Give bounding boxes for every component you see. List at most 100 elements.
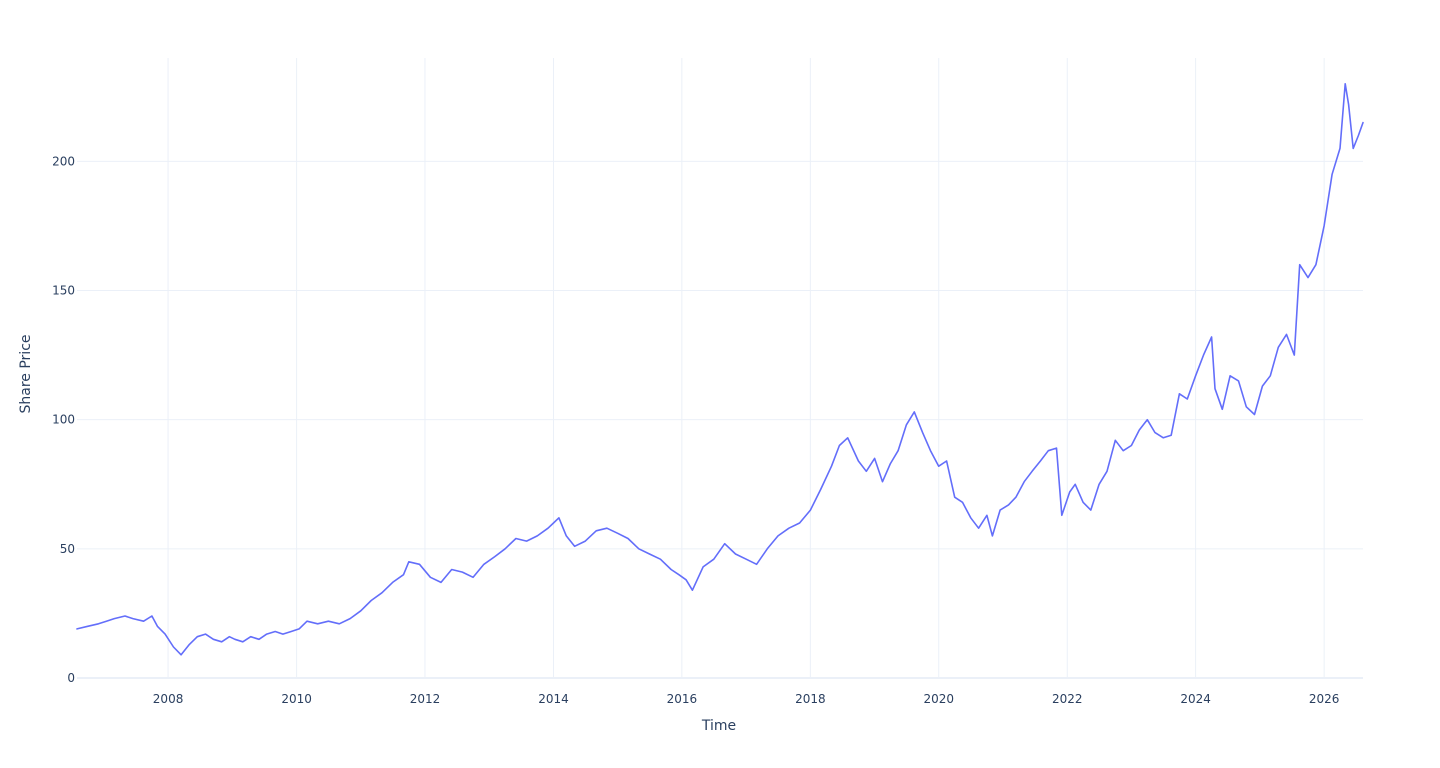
data-point[interactable]: 2019-08-15: 103 — [911, 409, 917, 415]
data-point[interactable]: 2021-06-15: 80 — [1029, 468, 1035, 474]
data-point[interactable]: 2013-12-01: 58 — [545, 525, 551, 531]
data-point[interactable]: 2024-10-15: 105 — [1243, 404, 1249, 410]
data-point[interactable]: 2021-11-01: 89 — [1054, 445, 1060, 451]
data-point[interactable]: 2024-02-15: 125 — [1201, 352, 1207, 358]
data-point[interactable]: 2013-02-01: 47 — [492, 554, 498, 560]
data-point[interactable]: 2022-01-15: 72 — [1067, 489, 1073, 495]
data-point[interactable]: 2016-03-01: 34 — [689, 587, 695, 593]
data-point[interactable]: 2010-07-01: 22 — [325, 618, 331, 624]
data-point[interactable]: 2020-02-15: 84 — [944, 458, 950, 464]
data-point[interactable]: 2021-03-15: 70 — [1013, 494, 1019, 500]
data-point[interactable]: 2010-01-15: 19 — [296, 626, 302, 632]
data-point[interactable]: 2011-01-01: 26 — [358, 608, 364, 614]
data-point[interactable]: 2025-11-15: 160 — [1313, 262, 1319, 268]
data-point[interactable]: 2016-07-01: 46 — [711, 556, 717, 562]
data-point[interactable]: 2008-06-15: 16 — [194, 634, 200, 640]
data-point[interactable]: 2012-12-01: 44 — [481, 561, 487, 567]
data-point[interactable]: 2006-12-01: 21 — [96, 621, 102, 627]
data-point[interactable]: 2026-08-10: 215 — [1360, 120, 1366, 126]
data-point[interactable]: 2023-04-01: 100 — [1144, 417, 1150, 423]
data-point[interactable]: 2012-06-01: 42 — [449, 567, 455, 573]
data-point[interactable]: 2018-11-15: 80 — [863, 468, 869, 474]
data-point[interactable]: 2024-07-15: 117 — [1227, 373, 1233, 379]
data-point[interactable]: 2009-07-15: 17 — [264, 631, 270, 637]
data-point[interactable]: 2008-02-01: 12 — [171, 644, 177, 650]
data-point[interactable]: 2021-02-01: 67 — [1006, 502, 1012, 508]
data-point[interactable]: 2026-04-01: 205 — [1337, 145, 1343, 151]
data-point[interactable]: 2015-03-01: 54 — [625, 536, 631, 542]
data-point[interactable]: 2007-10-01: 24 — [149, 613, 155, 619]
data-point[interactable]: 2026-05-01: 230 — [1342, 81, 1348, 87]
data-point[interactable]: 2011-10-01: 45 — [406, 559, 412, 565]
data-point[interactable]: 2007-12-15: 17 — [162, 631, 168, 637]
data-point[interactable]: 2008-09-15: 15 — [210, 636, 216, 642]
data-point[interactable]: 2024-04-01: 132 — [1209, 334, 1215, 340]
data-point[interactable]: 2016-01-25: 38 — [683, 577, 689, 583]
data-point[interactable]: 2023-08-15: 94 — [1168, 432, 1174, 438]
data-point[interactable]: 2007-11-01: 20 — [154, 623, 160, 629]
data-point[interactable]: 2023-05-15: 95 — [1152, 430, 1158, 436]
data-point[interactable]: 2019-01-01: 85 — [872, 455, 878, 461]
data-point[interactable]: 2015-11-01: 42 — [668, 567, 674, 573]
data-point[interactable]: 2019-10-01: 95 — [920, 430, 926, 436]
data-point[interactable]: 2026-07-15: 210 — [1355, 133, 1361, 139]
data-point[interactable]: 2009-01-15: 15 — [232, 636, 238, 642]
data-point[interactable]: 2006-10-01: 20 — [85, 623, 91, 629]
data-point[interactable]: 2007-03-01: 23 — [111, 616, 117, 622]
data-point[interactable]: 2020-10-01: 63 — [984, 512, 990, 518]
data-point[interactable]: 2007-01-15: 22 — [103, 618, 109, 624]
data-point[interactable]: 2025-10-01: 155 — [1305, 275, 1311, 281]
data-point[interactable]: 2022-11-15: 88 — [1120, 448, 1126, 454]
data-point[interactable]: 2024-01-01: 117 — [1193, 373, 1199, 379]
data-point[interactable]: 2007-08-15: 22 — [141, 618, 147, 624]
data-point[interactable]: 2010-03-01: 22 — [304, 618, 310, 624]
data-point[interactable]: 2013-10-01: 55 — [534, 533, 540, 539]
data-point[interactable]: 2015-01-01: 56 — [615, 530, 621, 536]
data-point[interactable]: 2024-06-01: 104 — [1219, 406, 1225, 412]
data-point[interactable]: 2008-03-15: 9 — [178, 652, 184, 658]
data-point[interactable]: 2010-11-01: 23 — [347, 616, 353, 622]
data-point[interactable]: 2017-03-01: 44 — [754, 561, 760, 567]
data-point[interactable]: 2012-04-01: 37 — [438, 579, 444, 585]
data-point[interactable]: 2011-09-01: 40 — [401, 572, 407, 578]
data-point[interactable]: 2008-12-15: 16 — [226, 634, 232, 640]
data-point[interactable]: 2025-07-15: 125 — [1291, 352, 1297, 358]
data-point[interactable]: 2023-01-01: 90 — [1128, 443, 1134, 449]
data-point[interactable]: 2014-03-15: 55 — [563, 533, 569, 539]
data-point[interactable]: 2018-01-01: 65 — [807, 507, 813, 513]
data-point[interactable]: 2013-08-01: 53 — [524, 538, 530, 544]
data-point[interactable]: 2016-11-01: 48 — [733, 551, 739, 557]
data-point[interactable]: 2012-10-01: 39 — [470, 574, 476, 580]
data-point[interactable]: 2022-08-15: 80 — [1104, 468, 1110, 474]
data-point[interactable]: 2020-08-15: 58 — [976, 525, 982, 531]
data-point[interactable]: 2023-07-01: 93 — [1160, 435, 1166, 441]
data-point[interactable]: 2018-10-01: 84 — [855, 458, 861, 464]
data-point[interactable]: 2017-01-01: 46 — [743, 556, 749, 562]
data-point[interactable]: 2020-01-01: 82 — [936, 463, 942, 469]
data-point[interactable]: 2024-12-01: 102 — [1252, 412, 1258, 418]
data-point[interactable]: 2009-12-01: 18 — [288, 629, 294, 635]
data-point[interactable]: 2019-05-15: 88 — [895, 448, 901, 454]
data-point[interactable]: 2009-09-01: 18 — [272, 629, 278, 635]
data-point[interactable]: 2019-11-15: 88 — [928, 448, 934, 454]
data-point[interactable]: 2014-07-01: 53 — [582, 538, 588, 544]
data-point[interactable]: 2025-01-15: 113 — [1259, 383, 1265, 389]
data-point[interactable]: 2025-03-01: 117 — [1267, 373, 1273, 379]
data-point[interactable]: 2009-06-01: 15 — [256, 636, 262, 642]
data-point[interactable]: 2006-08-01: 19 — [74, 626, 80, 632]
data-point[interactable]: 2012-08-01: 41 — [459, 569, 465, 575]
data-point[interactable]: 2020-04-01: 70 — [952, 494, 958, 500]
data-point[interactable]: 2026-05-20: 222 — [1346, 102, 1352, 108]
data-point[interactable]: 2014-02-01: 62 — [556, 515, 562, 521]
data-point[interactable]: 2018-05-01: 82 — [829, 463, 835, 469]
data-point[interactable]: 2022-07-01: 75 — [1096, 481, 1102, 487]
data-point[interactable]: 2014-11-01: 58 — [604, 525, 610, 531]
data-point[interactable]: 2020-05-15: 68 — [960, 499, 966, 505]
data-point[interactable]: 2015-07-01: 48 — [647, 551, 653, 557]
data-point[interactable]: 2007-06-15: 23 — [130, 616, 136, 622]
data-point[interactable]: 2018-08-01: 93 — [845, 435, 851, 441]
data-point[interactable]: 2018-03-01: 73 — [818, 486, 824, 492]
data-point[interactable]: 2014-01-01: 60 — [551, 520, 557, 526]
data-point[interactable]: 2014-05-01: 51 — [572, 543, 578, 549]
data-point[interactable]: 2020-12-15: 65 — [997, 507, 1003, 513]
